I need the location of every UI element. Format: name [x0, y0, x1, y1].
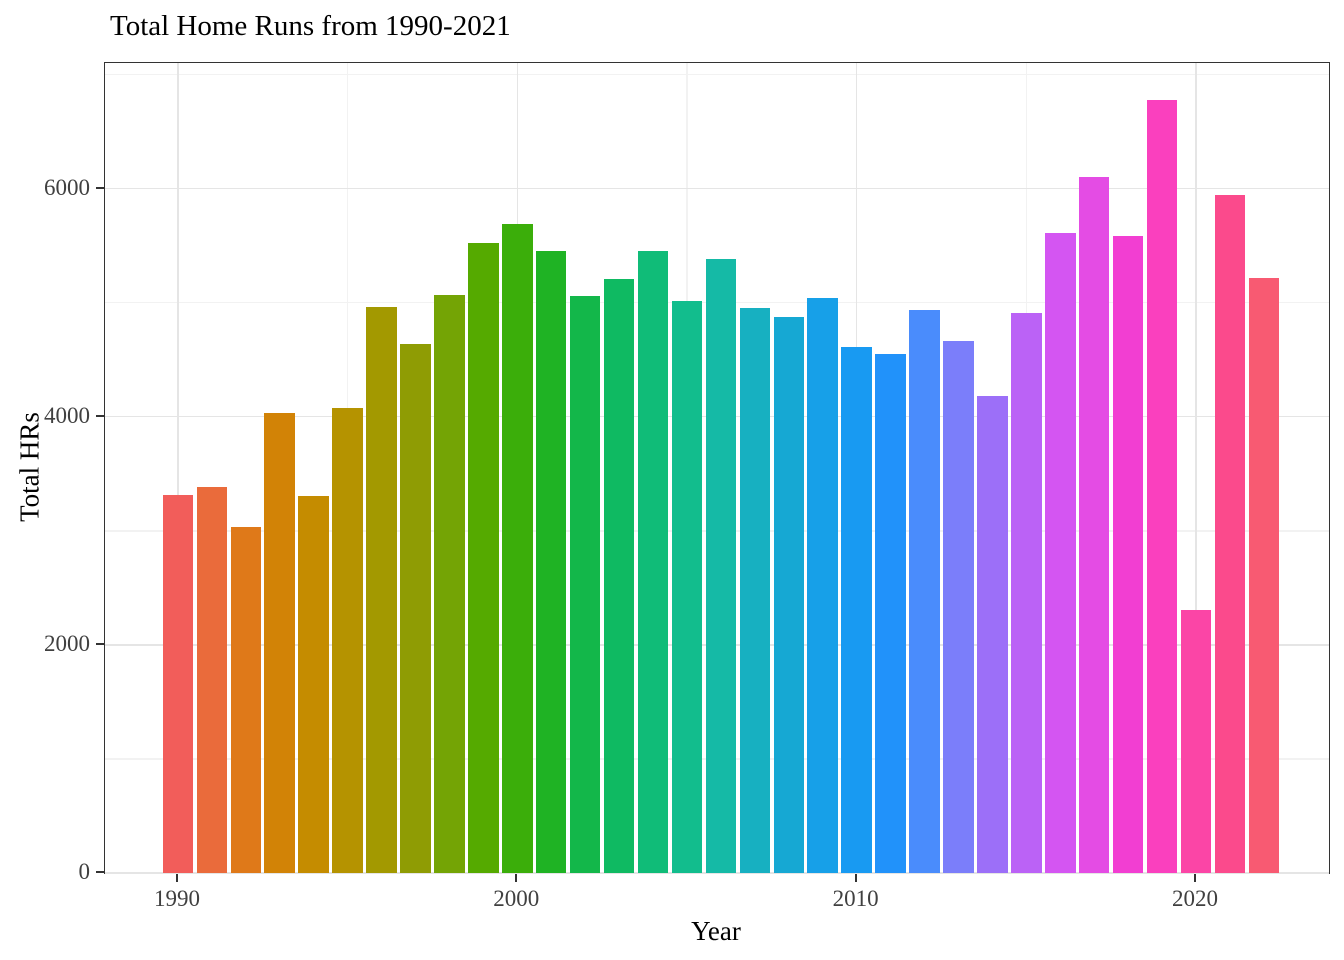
bar-2008	[773, 316, 805, 873]
bar-2019	[1146, 100, 1178, 873]
bar-2004	[637, 251, 669, 873]
y-minor-gridline-7000	[105, 73, 1329, 76]
x-tick-mark-2020	[1194, 873, 1196, 882]
bar-1994	[298, 495, 329, 873]
x-tick-label-2010: 2010	[832, 886, 879, 911]
x-major-gridline-2020	[1195, 63, 1197, 873]
bar-1991	[196, 487, 228, 873]
bar-2022	[1248, 278, 1280, 873]
y-tick-label-0: 0	[78, 859, 91, 884]
bar-2016	[1044, 233, 1076, 873]
bar-1990	[162, 494, 194, 873]
bar-2005	[671, 300, 703, 873]
bar-1993	[264, 413, 296, 873]
x-tick-mark-1990	[176, 873, 178, 882]
bar-1998	[434, 295, 465, 873]
bar-2009	[807, 297, 838, 873]
bar-2010	[841, 346, 872, 873]
bar-2014	[977, 395, 1008, 873]
bar-1999	[468, 242, 499, 873]
bar-1992	[230, 526, 262, 873]
bar-2013	[943, 341, 974, 873]
plot-panel	[104, 62, 1330, 874]
x-axis-title: Year	[691, 916, 741, 946]
y-tick-mark-0	[96, 871, 104, 873]
bar-1995	[332, 407, 363, 873]
bar-2017	[1078, 176, 1110, 873]
bar-2020	[1180, 610, 1212, 873]
bar-2018	[1112, 236, 1144, 873]
bar-2015	[1011, 313, 1042, 873]
x-tick-mark-2000	[515, 873, 518, 882]
y-tick-mark-4000	[96, 414, 104, 417]
bar-2012	[909, 310, 940, 873]
y-tick-mark-6000	[96, 186, 104, 189]
bar-1996	[366, 307, 397, 873]
y-major-gridline-6000	[105, 187, 1329, 190]
x-tick-mark-2010	[854, 873, 857, 882]
y-tick-mark-2000	[96, 642, 104, 645]
bar-2021	[1214, 195, 1246, 873]
bar-2001	[535, 250, 567, 873]
x-tick-label-2020: 2020	[1171, 886, 1218, 911]
bar-2011	[875, 353, 906, 873]
x-tick-label-2000: 2000	[493, 886, 540, 911]
chart-title: Total Home Runs from 1990-2021	[110, 10, 511, 42]
bar-2002	[569, 296, 601, 873]
y-tick-label-6000: 6000	[44, 174, 90, 200]
bar-2000	[502, 223, 533, 873]
bar-2003	[603, 279, 635, 873]
bar-2007	[739, 307, 771, 873]
y-tick-label-4000: 4000	[44, 402, 90, 428]
bar-1997	[400, 343, 431, 873]
x-tick-label-1990: 1990	[153, 886, 200, 911]
y-tick-label-2000: 2000	[44, 630, 90, 656]
bar-2006	[705, 258, 737, 873]
x-major-gridline-1990	[177, 63, 179, 873]
y-major-gridline-0	[105, 872, 1329, 874]
